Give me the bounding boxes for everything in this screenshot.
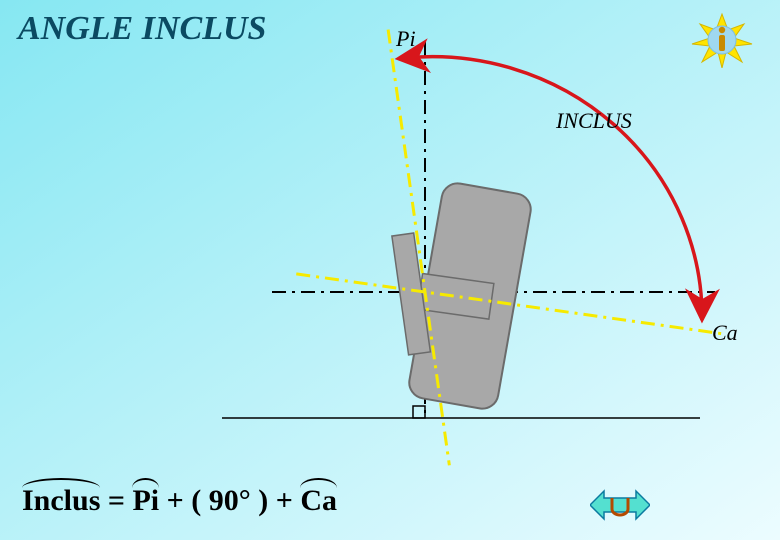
pi-label: Pi (396, 26, 416, 52)
page-title: ANGLE INCLUS (18, 10, 266, 48)
formula-mid: + ( 90° ) + (159, 484, 300, 517)
geometry-diagram (0, 0, 780, 540)
info-icon[interactable] (690, 12, 754, 68)
formula: Inclus = Pi + ( 90° ) + Ca (22, 484, 337, 518)
formula-ca: Ca (300, 484, 337, 518)
formula-pi: Pi (132, 484, 159, 518)
formula-inclus: Inclus (22, 484, 100, 518)
formula-eq: = (100, 484, 132, 517)
inclus-arc-label: INCLUS (556, 108, 632, 134)
back-nav-button[interactable] (590, 488, 650, 522)
right-angle-marker (413, 406, 425, 418)
ca-label: Ca (712, 320, 738, 346)
